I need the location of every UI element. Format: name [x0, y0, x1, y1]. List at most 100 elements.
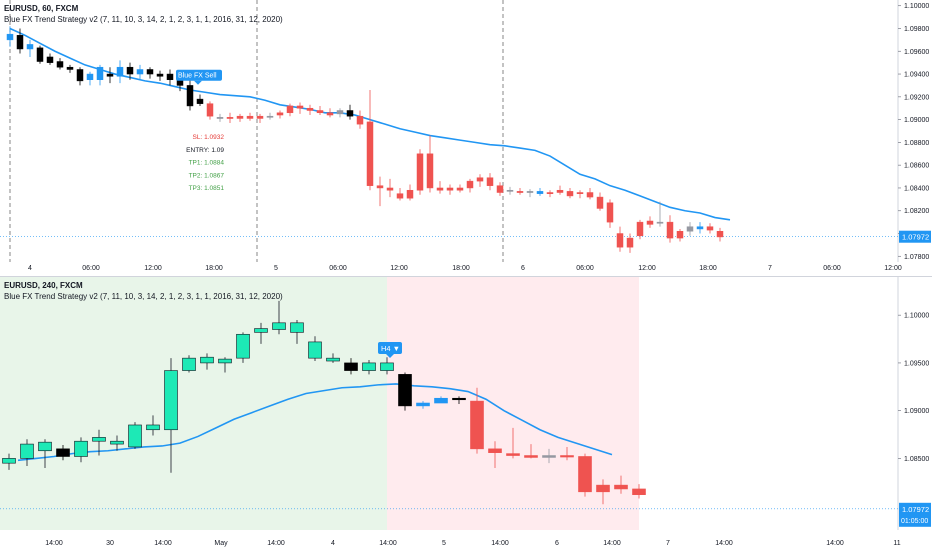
candle-body — [596, 196, 604, 209]
candle-body — [626, 237, 634, 248]
candle-body — [216, 117, 224, 119]
candle-body — [56, 61, 64, 68]
candle-body — [26, 44, 34, 50]
trade-level-0: SL: 1.0932 — [193, 134, 225, 141]
time-tick-label: 7 — [666, 540, 670, 547]
trade-level-3: TP2: 1.0867 — [189, 172, 225, 179]
candle-body — [578, 456, 592, 493]
sell-signal-badge — [176, 69, 222, 81]
time-tick-label: 4 — [331, 540, 335, 547]
time-axis-4h[interactable]: 14:00 30 14:00 May 14:00 4 14:00 5 14:00 6 14:00 7 1… — [0, 534, 932, 550]
candle-body — [336, 110, 344, 115]
time-tick-label: 06:00 — [329, 265, 347, 272]
candle-body — [76, 69, 84, 82]
candle-body — [126, 66, 134, 75]
candle-body — [166, 73, 174, 80]
price-tick-label: 1.09600 — [904, 49, 929, 56]
candle-body — [416, 402, 430, 407]
candle-body — [254, 328, 268, 333]
price-tick-label: 1.08500 — [904, 456, 929, 463]
bar-countdown: 01:05:00 — [901, 518, 928, 525]
candle-body — [290, 322, 304, 333]
chart-4h-canvas[interactable]: 1.10000 1.09500 1.09000 1.08500 1.07972 01:05… — [0, 277, 932, 530]
candle-body — [586, 192, 594, 198]
candle-body — [566, 191, 574, 197]
candle-body — [286, 105, 294, 114]
time-tick-label: May — [214, 540, 228, 547]
time-tick-label: 06:00 — [82, 265, 100, 272]
time-tick-label: 06:00 — [823, 265, 841, 272]
time-tick-label: 06:00 — [576, 265, 594, 272]
time-axis-1h-canvas: 4 06:00 12:00 18:00 5 06:00 12:00 18:00 6 06:00 12… — [28, 265, 902, 272]
candle-body — [542, 455, 556, 458]
candle-body — [636, 221, 644, 237]
symbol-title: EURUSD, 240, FXCM — [4, 281, 83, 290]
candle-body — [406, 189, 414, 199]
time-tick-label: 4 — [28, 265, 32, 272]
price-tick-label: 1.09200 — [904, 94, 929, 101]
candle-body — [496, 185, 504, 193]
candle-body — [92, 437, 106, 442]
time-tick-label: 18:00 — [452, 265, 470, 272]
candle-body — [236, 115, 244, 119]
price-tick-label: 1.08400 — [904, 185, 929, 192]
candle-body — [316, 110, 324, 114]
price-tick-label: 1.08600 — [904, 163, 929, 170]
candle-body — [356, 115, 364, 125]
candle-body — [116, 66, 124, 77]
candle-body — [446, 187, 454, 191]
candle-body — [186, 85, 194, 107]
time-tick-label: 6 — [521, 265, 525, 272]
candle-body — [614, 484, 628, 490]
candle-body — [606, 202, 614, 223]
candle-body — [506, 189, 514, 192]
chart-pane-1h[interactable]: 1.10000 1.09800 1.09600 1.09400 1.09200 1.090… — [0, 0, 932, 262]
candle-body — [632, 488, 646, 495]
candle-body — [596, 484, 610, 493]
candle-body — [546, 192, 554, 194]
candle-body — [146, 424, 160, 431]
candle-body — [456, 187, 464, 191]
chart-1h-canvas[interactable]: 1.10000 1.09800 1.09600 1.09400 1.09200 1.090… — [0, 0, 932, 262]
candle-body — [560, 455, 574, 458]
price-tick-label: 1.09800 — [904, 26, 929, 33]
candle-body — [516, 191, 524, 193]
candle-body — [306, 107, 314, 111]
candle-body — [556, 189, 564, 193]
time-tick-label: 18:00 — [205, 265, 223, 272]
h4-signal-pointer — [386, 354, 394, 358]
candle-body — [376, 185, 384, 189]
candle-body — [136, 69, 144, 75]
candle-body — [164, 370, 178, 431]
candle-body — [38, 441, 52, 452]
trade-level-2: TP1: 1.0884 — [189, 160, 225, 167]
time-tick-label: 14:00 — [267, 540, 285, 547]
time-tick-label: 14:00 — [603, 540, 621, 547]
candle-body — [2, 458, 16, 464]
time-tick-label: 14:00 — [826, 540, 844, 547]
candle-body — [308, 341, 322, 359]
chart-pane-4h[interactable]: 1.10000 1.09500 1.09000 1.08500 1.07972 01:05… — [0, 277, 932, 530]
candle-body — [200, 356, 214, 364]
chart-legend-1h: EURUSD, 60, FXCM Blue FX Trend Strategy … — [4, 3, 283, 25]
candle-body — [686, 226, 694, 232]
price-tick-label: 1.10000 — [904, 313, 929, 320]
trade-level-4: TP3: 1.0851 — [189, 185, 225, 192]
pane-separator[interactable] — [0, 276, 932, 277]
candle-body — [6, 33, 14, 41]
candle-body — [506, 453, 520, 456]
last-price-badge — [899, 502, 931, 527]
time-tick-label: 5 — [442, 540, 446, 547]
time-tick-label: 14:00 — [154, 540, 172, 547]
time-axis-1h[interactable]: 4 06:00 12:00 18:00 5 06:00 12:00 18:00 6 06:00 12… — [0, 262, 932, 276]
candle-body — [196, 98, 204, 104]
candle-body — [346, 110, 354, 117]
candle-body — [246, 115, 254, 119]
price-tick-label: 1.08200 — [904, 208, 929, 215]
candle-body — [236, 333, 250, 359]
candle-body — [96, 66, 104, 80]
candle-body — [256, 115, 264, 119]
candle-body — [398, 374, 412, 407]
candle-body — [344, 362, 358, 371]
time-tick-label: 14:00 — [491, 540, 509, 547]
